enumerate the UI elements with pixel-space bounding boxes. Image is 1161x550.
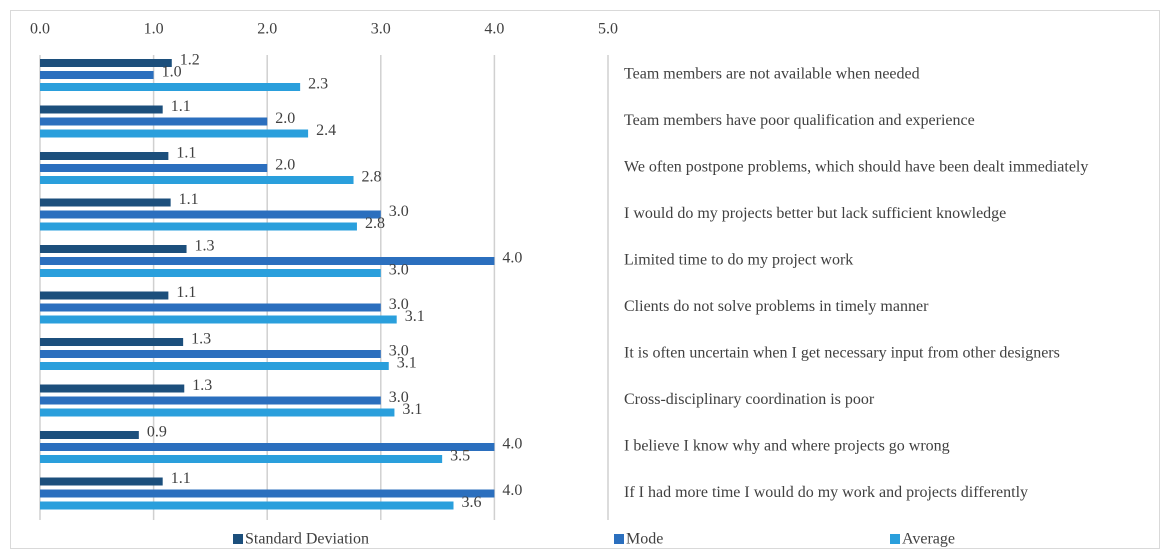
value-label: 3.5 bbox=[450, 448, 470, 465]
bar bbox=[40, 396, 381, 405]
value-label: 3.1 bbox=[405, 308, 425, 325]
bar bbox=[40, 362, 389, 370]
bar bbox=[40, 408, 395, 417]
value-label: 1.2 bbox=[180, 52, 200, 69]
value-label: 4.0 bbox=[502, 436, 522, 453]
x-tick-label: 1.0 bbox=[144, 21, 164, 38]
bar bbox=[40, 350, 381, 358]
value-label: 1.1 bbox=[176, 284, 196, 301]
value-label: 3.0 bbox=[389, 389, 409, 406]
bar bbox=[40, 245, 187, 253]
bar bbox=[40, 384, 185, 393]
category-label: Cross-disciplinary coordination is poor bbox=[624, 391, 875, 408]
category-label: We often postpone problems, which should… bbox=[624, 159, 1088, 176]
legend-label: Mode bbox=[626, 531, 663, 548]
bar bbox=[40, 117, 268, 126]
bar bbox=[40, 501, 454, 510]
bar bbox=[40, 269, 381, 277]
bar bbox=[40, 59, 172, 67]
value-label: 2.8 bbox=[362, 169, 382, 186]
bar bbox=[40, 210, 381, 219]
legend-label: Standard Deviation bbox=[245, 531, 369, 548]
bar bbox=[40, 303, 381, 312]
bar bbox=[40, 129, 309, 138]
x-tick-label: 2.0 bbox=[257, 21, 277, 38]
value-label: 3.0 bbox=[389, 296, 409, 313]
value-label: 4.0 bbox=[502, 482, 522, 499]
bar bbox=[40, 198, 171, 207]
value-label: 2.0 bbox=[275, 157, 295, 174]
legend-label: Average bbox=[902, 531, 955, 548]
legend-swatch bbox=[890, 534, 900, 544]
value-label: 1.3 bbox=[192, 377, 212, 394]
bar bbox=[40, 164, 268, 172]
bar bbox=[40, 338, 184, 346]
category-label: I would do my projects better but lack s… bbox=[624, 205, 1006, 222]
value-label: 3.0 bbox=[389, 262, 409, 279]
bar bbox=[40, 431, 139, 439]
x-tick-label: 3.0 bbox=[371, 21, 391, 38]
bar bbox=[40, 455, 443, 463]
category-label: Clients do not solve problems in timely … bbox=[624, 298, 929, 315]
bar bbox=[40, 257, 495, 265]
value-label: 2.8 bbox=[365, 215, 385, 232]
value-label: 3.1 bbox=[397, 355, 417, 372]
value-label: 3.1 bbox=[402, 401, 422, 418]
category-label: Team members are not available when need… bbox=[624, 66, 920, 83]
value-label: 1.1 bbox=[171, 470, 191, 487]
legend-swatch bbox=[233, 534, 243, 544]
x-tick-label: 4.0 bbox=[484, 21, 504, 38]
bar bbox=[40, 291, 169, 300]
category-label: I believe I know why and where projects … bbox=[624, 438, 950, 455]
value-label: 0.9 bbox=[147, 424, 167, 441]
bar bbox=[40, 477, 163, 486]
bar bbox=[40, 222, 357, 231]
value-label: 2.4 bbox=[316, 122, 336, 139]
value-label: 1.1 bbox=[176, 145, 196, 162]
bar bbox=[40, 176, 354, 184]
bar bbox=[40, 315, 397, 324]
value-label: 1.3 bbox=[191, 331, 211, 348]
chart-border bbox=[10, 10, 1160, 549]
value-label: 1.1 bbox=[171, 98, 191, 115]
bar bbox=[40, 443, 495, 451]
category-label: If I had more time I would do my work an… bbox=[624, 484, 1028, 501]
value-label: 3.0 bbox=[389, 203, 409, 220]
legend-swatch bbox=[614, 534, 624, 544]
bar bbox=[40, 152, 169, 160]
value-label: 1.0 bbox=[162, 64, 182, 81]
bar bbox=[40, 105, 163, 114]
x-tick-label: 0.0 bbox=[30, 21, 50, 38]
value-label: 2.3 bbox=[308, 76, 328, 93]
value-label: 4.0 bbox=[502, 250, 522, 267]
x-tick-label: 5.0 bbox=[598, 21, 618, 38]
category-label: It is often uncertain when I get necessa… bbox=[624, 345, 1060, 362]
bar bbox=[40, 71, 154, 79]
value-label: 3.0 bbox=[389, 343, 409, 360]
value-label: 2.0 bbox=[275, 110, 295, 127]
value-label: 1.3 bbox=[195, 238, 215, 255]
bar bbox=[40, 83, 301, 91]
value-label: 1.1 bbox=[179, 191, 199, 208]
category-label: Team members have poor qualification and… bbox=[624, 112, 975, 129]
bar bbox=[40, 489, 495, 498]
category-label: Limited time to do my project work bbox=[624, 252, 853, 269]
value-label: 3.6 bbox=[462, 494, 482, 511]
